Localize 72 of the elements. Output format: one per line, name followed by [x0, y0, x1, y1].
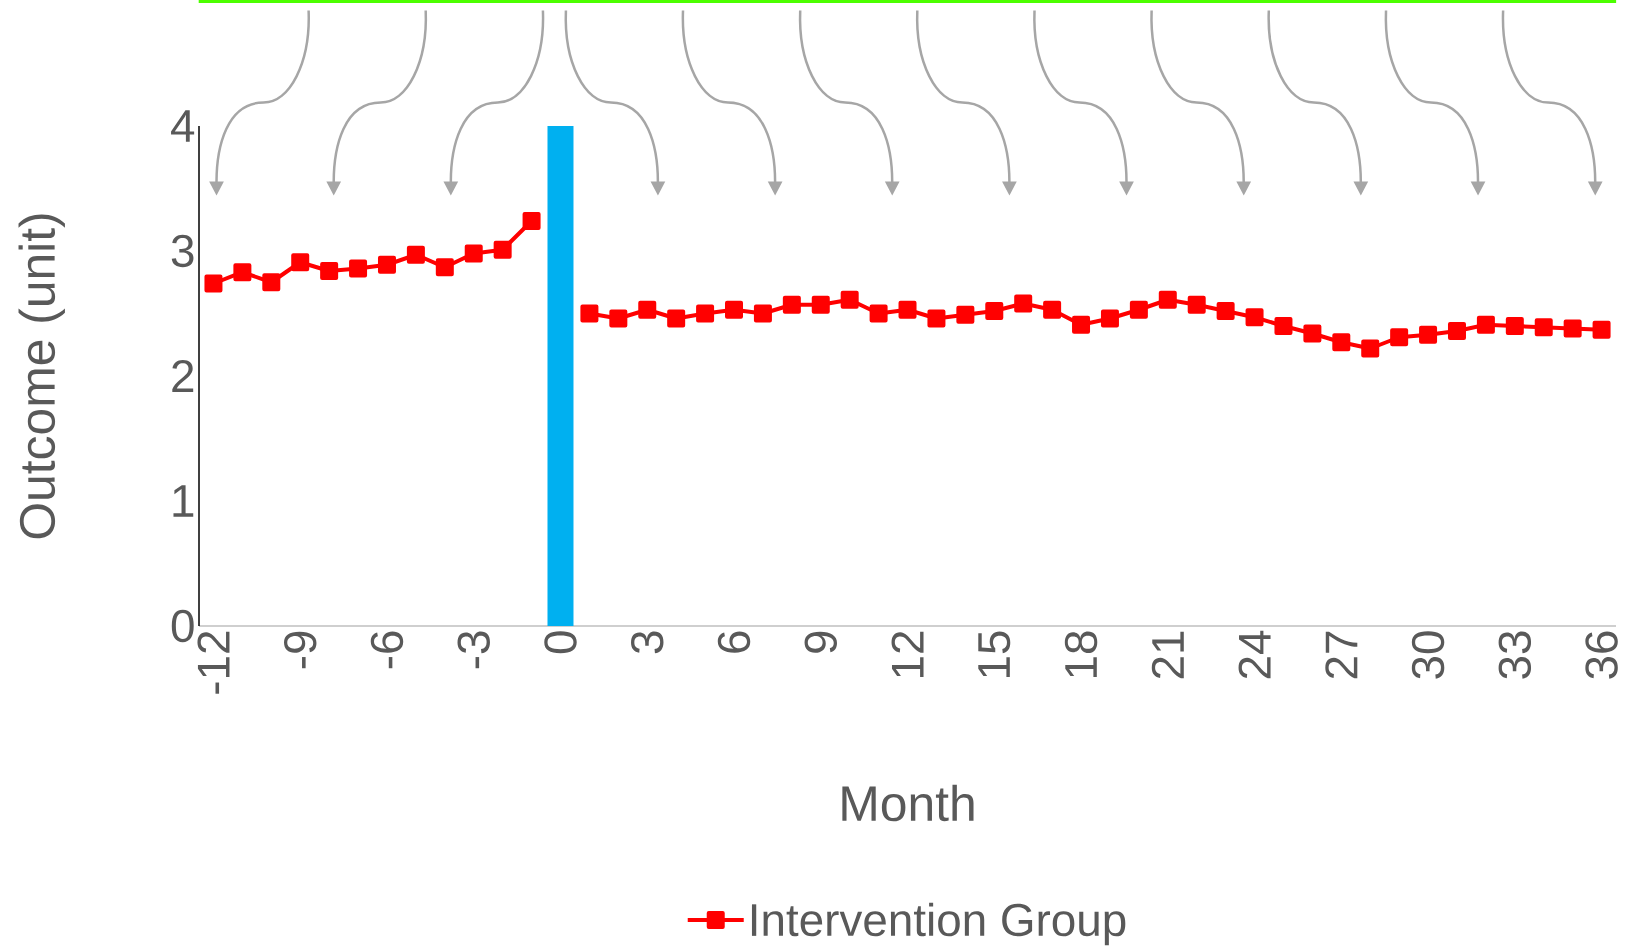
point — [1216, 301, 1235, 320]
point — [406, 245, 425, 264]
point — [1043, 300, 1062, 319]
point — [898, 300, 917, 319]
point — [233, 263, 252, 282]
legend-label: Intervention Group — [751, 902, 1126, 946]
y-tick-label: 3 — [171, 234, 194, 268]
point — [609, 309, 628, 328]
x-axis-title: Month — [842, 784, 974, 822]
point — [1303, 324, 1322, 343]
x-tick-label: 21 — [1151, 631, 1184, 679]
x-tick-label: 12 — [891, 631, 924, 678]
point — [1129, 300, 1148, 319]
point — [377, 255, 396, 274]
x-tick-label: 0 — [544, 631, 577, 654]
point — [1563, 319, 1582, 338]
point — [493, 240, 512, 259]
x-tick-label: 27 — [1325, 631, 1358, 679]
point — [1534, 318, 1553, 337]
point — [1447, 321, 1466, 340]
point — [1476, 315, 1495, 334]
x-tick-label: 15 — [978, 631, 1011, 678]
point — [1245, 308, 1264, 327]
point — [1419, 325, 1438, 344]
point — [811, 295, 830, 314]
point — [291, 253, 310, 272]
point — [349, 259, 368, 278]
point — [1100, 309, 1119, 328]
x-tick-label: 9 — [804, 631, 837, 653]
point — [1390, 328, 1409, 347]
point — [725, 300, 744, 319]
point — [580, 304, 599, 323]
point — [753, 304, 772, 323]
point — [1187, 295, 1206, 314]
point — [840, 290, 859, 309]
point — [262, 273, 281, 292]
x-tick-label: 30 — [1411, 631, 1445, 679]
y-tick-label: 4 — [171, 110, 195, 142]
point — [1158, 290, 1177, 309]
x-tick-label: 18 — [1064, 631, 1098, 678]
x-tick-label: 36 — [1585, 631, 1618, 679]
point — [1505, 316, 1524, 335]
point — [927, 309, 946, 328]
point — [435, 258, 454, 277]
point — [985, 301, 1004, 320]
point — [956, 305, 975, 324]
x-tick-label: 24 — [1238, 630, 1271, 679]
point — [522, 211, 541, 230]
x-tick-label: -9 — [284, 631, 317, 669]
point — [1361, 339, 1380, 358]
x-tick-label: -6 — [370, 631, 404, 669]
x-tick-label: 33 — [1498, 631, 1532, 679]
x-tick-label: 3 — [631, 631, 664, 654]
point — [667, 309, 686, 328]
point — [204, 274, 223, 293]
point — [320, 261, 339, 280]
y-tick-label: 1 — [173, 485, 194, 517]
point — [464, 244, 483, 263]
y-tick-label: 2 — [172, 359, 194, 392]
x-tick-label: -3 — [457, 631, 490, 669]
point — [1014, 294, 1033, 313]
point — [1274, 316, 1293, 335]
point — [1592, 320, 1611, 339]
point — [638, 300, 657, 319]
x-tick-label: 6 — [717, 631, 751, 653]
y-axis-title: Outcome (unit) — [18, 214, 65, 539]
x-tick-label: -12 — [197, 631, 230, 694]
point — [782, 295, 801, 314]
point — [869, 304, 888, 323]
point — [696, 304, 715, 323]
point — [1332, 333, 1351, 352]
point — [1072, 315, 1091, 334]
